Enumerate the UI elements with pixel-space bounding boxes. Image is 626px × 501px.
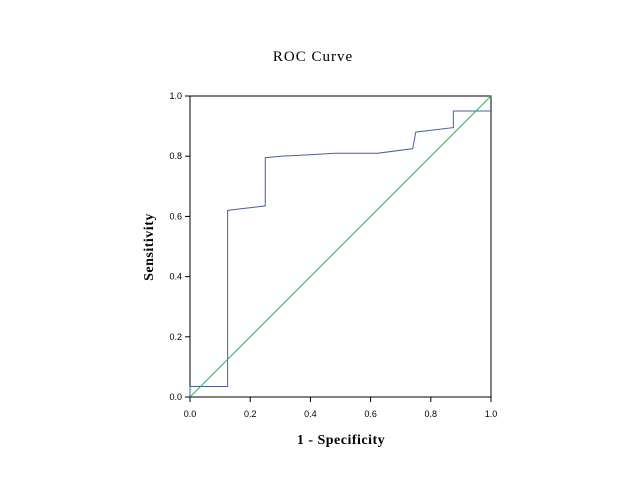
x-tick-label: 0.4: [304, 409, 317, 419]
x-tick-label: 1.0: [485, 409, 498, 419]
y-tick-label: 0.8: [169, 151, 182, 161]
y-tick-label: 0.6: [169, 211, 182, 221]
x-axis-label: 1 - Specificity: [297, 433, 385, 448]
y-tick-label: 0.4: [169, 272, 182, 282]
y-tick-label: 1.0: [169, 91, 182, 101]
x-tick-label: 0.2: [244, 409, 257, 419]
roc-curve-line: [189, 110, 491, 397]
y-axis-ticks: 0.0 0.2 0.4 0.6 0.8 1.0: [169, 91, 190, 402]
reference-line: [189, 95, 492, 398]
y-axis-label: Sensitivity: [142, 213, 157, 281]
x-tick-label: 0.8: [425, 409, 438, 419]
y-tick-label: 0.0: [169, 392, 182, 402]
x-tick-label: 0.0: [184, 409, 197, 419]
plot-frame: [189, 95, 492, 398]
series-layer: [189, 95, 492, 398]
y-tick-label: 0.2: [169, 332, 182, 342]
x-axis-ticks: 0.0 0.2 0.4 0.6 0.8 1.0: [184, 397, 498, 419]
x-tick-label: 0.6: [364, 409, 377, 419]
chart-title: ROC Curve: [273, 49, 353, 65]
